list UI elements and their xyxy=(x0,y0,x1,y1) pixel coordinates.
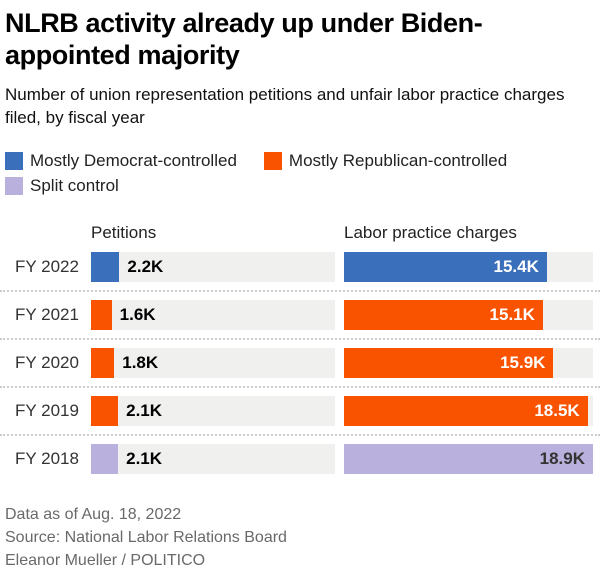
chart-row: FY 2022 2.2K 15.4K xyxy=(5,252,593,283)
legend-label: Mostly Republican-controlled xyxy=(288,150,508,170)
fiscal-year-label: FY 2018 xyxy=(15,449,79,469)
column-gap xyxy=(335,252,344,282)
charges-value: 15.4K xyxy=(493,257,539,277)
fiscal-year-label: FY 2022 xyxy=(15,257,79,277)
chart-row: FY 2020 1.8K 15.9K xyxy=(5,348,593,379)
legend-row: Split control xyxy=(5,173,593,198)
petitions-bar xyxy=(91,396,119,427)
column-headers: Petitions Labor practice charges xyxy=(5,223,593,243)
column-gap xyxy=(335,396,344,426)
democrat-swatch-icon xyxy=(5,151,23,170)
column-gap xyxy=(335,223,344,243)
charges-track: 15.1K xyxy=(344,300,593,331)
petitions-track: 2.2K xyxy=(91,252,335,283)
legend-label: Split control xyxy=(30,175,119,195)
charges-bar: 15.4K xyxy=(344,252,547,283)
footer-data-note: Data as of Aug. 18, 2022 xyxy=(5,506,182,524)
petitions-value: 1.8K xyxy=(122,353,159,373)
charges-track: 15.9K xyxy=(344,348,593,379)
chart-subtitle: Number of union representation petitions… xyxy=(5,85,565,127)
row-separator xyxy=(0,386,600,389)
petitions-value: 2.1K xyxy=(126,401,163,421)
charges-value: 15.1K xyxy=(489,305,535,325)
petitions-bar xyxy=(91,444,119,475)
petitions-value: 1.6K xyxy=(119,305,156,325)
row-separator xyxy=(0,290,600,293)
petitions-track: 1.8K xyxy=(91,348,335,379)
charges-track: 18.5K xyxy=(344,396,593,427)
petitions-track: 2.1K xyxy=(91,396,335,427)
republican-swatch-icon xyxy=(263,151,282,170)
petitions-bar xyxy=(91,300,112,331)
split-swatch-icon xyxy=(5,176,23,195)
column-spacer xyxy=(5,223,91,243)
petitions-value: 2.1K xyxy=(126,449,163,469)
charges-bar: 15.9K xyxy=(344,348,554,379)
footer: Data as of Aug. 18, 2022 Source: Nationa… xyxy=(5,503,593,572)
charges-value: 15.9K xyxy=(500,353,546,373)
petitions-track: 2.1K xyxy=(91,444,335,475)
column-gap xyxy=(335,444,344,474)
footer-credit: Eleanor Mueller / POLITICO xyxy=(5,552,206,570)
chart-title: NLRB activity already up under Biden-app… xyxy=(5,8,483,70)
charges-bar: 18.5K xyxy=(344,396,588,427)
fiscal-year-label: FY 2021 xyxy=(15,305,79,325)
footer-source: Source: National Labor Relations Board xyxy=(5,529,287,547)
column-gap xyxy=(335,348,344,378)
legend-item-split: Split control xyxy=(5,176,119,196)
charges-bar: 15.1K xyxy=(344,300,543,331)
legend: Mostly Democrat-controlled Mostly Republ… xyxy=(5,148,593,198)
charges-track: 18.9K xyxy=(344,444,593,475)
petitions-column-header: Petitions xyxy=(91,223,157,243)
petitions-value: 2.2K xyxy=(127,257,164,277)
legend-row: Mostly Democrat-controlled Mostly Republ… xyxy=(5,148,593,173)
row-separator xyxy=(0,434,600,437)
charges-track: 15.4K xyxy=(344,252,593,283)
chart-rows: FY 2022 2.2K 15.4K FY 2021 1.6K 15.1K FY 2020 1… xyxy=(0,252,600,475)
fiscal-year-label: FY 2020 xyxy=(15,353,79,373)
charges-column-header: Labor practice charges xyxy=(344,223,517,243)
fiscal-year-label: FY 2019 xyxy=(15,401,79,421)
petitions-bar xyxy=(91,252,120,283)
petitions-bar xyxy=(91,348,115,379)
chart-row: FY 2018 2.1K 18.9K xyxy=(5,444,593,475)
row-separator xyxy=(0,338,600,341)
chart-row: FY 2019 2.1K 18.5K xyxy=(5,396,593,427)
charges-bar: 18.9K xyxy=(344,444,593,475)
charges-value: 18.9K xyxy=(539,449,585,469)
petitions-track: 1.6K xyxy=(91,300,335,331)
chart-row: FY 2021 1.6K 15.1K xyxy=(5,300,593,331)
charges-value: 18.5K xyxy=(534,401,580,421)
legend-label: Mostly Democrat-controlled xyxy=(30,150,237,170)
legend-item-democrat: Mostly Democrat-controlled xyxy=(5,151,237,171)
legend-item-republican: Mostly Republican-controlled xyxy=(263,150,508,171)
column-gap xyxy=(335,300,344,330)
